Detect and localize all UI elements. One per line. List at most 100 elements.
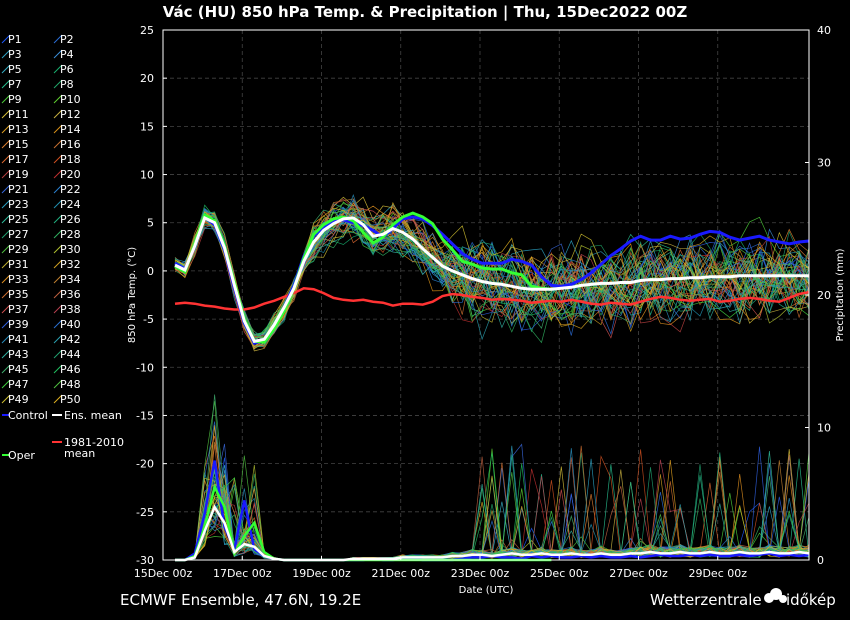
legend-swatch-P50 xyxy=(53,394,63,404)
legend-swatch-P46 xyxy=(53,364,63,374)
legend-swatch-P7 xyxy=(1,79,11,89)
legend-label-P36: P36 xyxy=(60,288,81,301)
legend-label-P37: P37 xyxy=(8,303,29,316)
y-tick-label: 5 xyxy=(147,217,154,230)
legend-swatch-P41 xyxy=(1,334,11,344)
legend-swatch-P28 xyxy=(53,229,63,239)
legend-label-P6: P6 xyxy=(60,63,74,76)
legend-label-P3: P3 xyxy=(8,48,22,61)
legend-swatch-P4 xyxy=(53,49,63,59)
ens-mean-line xyxy=(174,215,809,343)
legend-swatch-P38 xyxy=(53,304,63,314)
x-tick-label: 15Dec 00z xyxy=(134,567,193,580)
legend-swatch-P5 xyxy=(1,64,11,74)
legend-label-P4: P4 xyxy=(60,48,74,61)
legend-label-P23: P23 xyxy=(8,198,29,211)
member-line-P29 xyxy=(174,207,810,338)
legend-label-P26: P26 xyxy=(60,213,81,226)
legend-swatch-P10 xyxy=(53,94,63,104)
legend-swatch-P44 xyxy=(53,349,63,359)
legend-swatch-P18 xyxy=(53,154,63,164)
legend-oper-label: Oper xyxy=(8,449,35,462)
legend-label-P11: P11 xyxy=(8,108,29,121)
cloud-logo-icon xyxy=(764,588,787,603)
legend-swatch-P45 xyxy=(1,364,11,374)
y-axis-label: 850 hPa Temp. (°C) xyxy=(127,247,138,343)
legend-swatch-P2 xyxy=(53,34,63,44)
member-precip-P34 xyxy=(175,441,810,561)
legend-label-P20: P20 xyxy=(60,168,81,181)
legend-swatch-P9 xyxy=(1,94,11,104)
legend-label-P19: P19 xyxy=(8,168,29,181)
member-precip-P13 xyxy=(175,425,810,561)
legend-label-P25: P25 xyxy=(8,213,29,226)
legend-clim-label-2: mean xyxy=(64,447,95,460)
legend-swatch-P23 xyxy=(1,199,11,209)
legend-label-P38: P38 xyxy=(60,303,81,316)
legend-swatch-P1 xyxy=(1,34,11,44)
model-info: ECMWF Ensemble, 47.6N, 19.2E xyxy=(120,591,361,609)
legend-label-P17: P17 xyxy=(8,153,29,166)
legend-label-P12: P12 xyxy=(60,108,81,121)
legend-swatch-P36 xyxy=(53,289,63,299)
x-tick-label: 29Dec 00z xyxy=(688,567,747,580)
legend-mean-label: Ens. mean xyxy=(64,409,122,422)
legend-label-P8: P8 xyxy=(60,78,74,91)
legend-label-P43: P43 xyxy=(8,348,29,361)
x-tick-label: 19Dec 00z xyxy=(292,567,351,580)
y-tick-label: -5 xyxy=(143,313,154,326)
y-tick-label: 10 xyxy=(140,169,154,182)
y2-tick-label: 40 xyxy=(817,24,831,37)
member-line-P11 xyxy=(174,196,810,341)
legend-swatch-P34 xyxy=(53,274,63,284)
legend-label-P18: P18 xyxy=(60,153,81,166)
legend-swatch-P30 xyxy=(53,244,63,254)
legend-swatch-P8 xyxy=(53,79,63,89)
legend-label-P16: P16 xyxy=(60,138,81,151)
legend-swatch-P37 xyxy=(1,304,11,314)
legend-label-P10: P10 xyxy=(60,93,81,106)
chart-title: Vác (HU) 850 hPa Temp. & Precipitation |… xyxy=(163,3,688,22)
legend-label-P29: P29 xyxy=(8,243,29,256)
legend-swatch-P20 xyxy=(53,169,63,179)
axes: 25 20 15 10 5 0 -5 -10 -15 -20 -25 -30 40 30 20 10 0 15De… xyxy=(134,24,831,580)
legend-label-P24: P24 xyxy=(60,198,81,211)
member-precip-P35 xyxy=(175,444,810,561)
legend-label-P44: P44 xyxy=(60,348,81,361)
y2-tick-label: 0 xyxy=(817,554,824,567)
y-tick-label: 15 xyxy=(140,120,154,133)
legend-label-P42: P42 xyxy=(60,333,81,346)
member-precip-P21 xyxy=(175,443,810,561)
climate-mean-line xyxy=(174,287,810,311)
legend-swatch-P22 xyxy=(53,184,63,194)
legend-label-P34: P34 xyxy=(60,273,81,286)
legend-label-P21: P21 xyxy=(8,183,29,196)
ensemble-members xyxy=(174,193,810,352)
legend-label-P28: P28 xyxy=(60,228,81,241)
legend-label-P1: P1 xyxy=(8,33,22,46)
legend-label-P33: P33 xyxy=(8,273,29,286)
legend-swatch-P12 xyxy=(53,109,63,119)
x-tick-label: 21Dec 00z xyxy=(371,567,430,580)
member-precip-P40 xyxy=(175,421,810,561)
legend-swatch-P16 xyxy=(53,139,63,149)
legend-label-P13: P13 xyxy=(8,123,29,136)
legend-label-P7: P7 xyxy=(8,78,22,91)
member-precip-P12 xyxy=(175,425,810,561)
legend-swatch-P6 xyxy=(53,64,63,74)
legend-label-P35: P35 xyxy=(8,288,29,301)
legend-swatch-P15 xyxy=(1,139,11,149)
legend-label-P32: P32 xyxy=(60,258,81,271)
y-tick-label: 20 xyxy=(140,72,154,85)
y-tick-label: -25 xyxy=(136,506,154,519)
legend-label-P27: P27 xyxy=(8,228,29,241)
legend-swatch-P24 xyxy=(53,199,63,209)
x-tick-label: 17Dec 00z xyxy=(213,567,272,580)
y2-axis-label: Precipitation (mm) xyxy=(835,248,846,341)
legend-control-label: Control xyxy=(8,409,48,422)
legend-swatch-P33 xyxy=(1,274,11,284)
legend: P1 P2 P3 P4 P5 P6 P7 P8 P9 P10 P11 P12 P13 P14 P15 P16 P… xyxy=(1,33,81,406)
legend-swatch-P11 xyxy=(1,109,11,119)
legend-swatch-P31 xyxy=(1,259,11,269)
legend-swatch-P43 xyxy=(1,349,11,359)
